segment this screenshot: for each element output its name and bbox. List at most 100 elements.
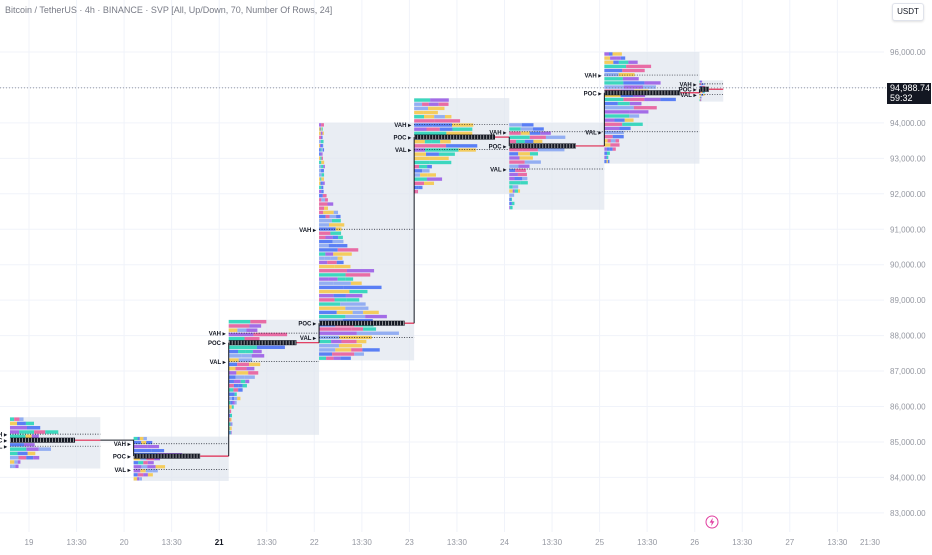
profile-bar <box>617 114 630 118</box>
profile-bar <box>426 177 443 181</box>
y-tick-label: 90,000.00 <box>890 261 926 270</box>
profile-bar <box>345 314 366 319</box>
profile-bar <box>320 181 323 185</box>
profile-bar <box>9 417 15 421</box>
profile-bar <box>320 135 322 140</box>
profile-bar <box>319 181 321 185</box>
lightning-icon[interactable] <box>705 515 719 529</box>
profile-bar <box>424 115 435 119</box>
profile-bar <box>623 85 643 89</box>
profile-bar <box>230 426 232 431</box>
profile-bar <box>441 148 459 152</box>
poc-bar <box>9 437 76 443</box>
profile-bar <box>319 269 347 273</box>
profile-bar <box>432 123 453 127</box>
profile-bar <box>319 235 326 240</box>
profile-bar <box>340 302 366 306</box>
grid <box>0 0 884 532</box>
profile-bar <box>509 181 521 185</box>
profile-bar <box>228 375 236 379</box>
profile-bar <box>520 131 530 135</box>
profile-bar <box>14 417 20 421</box>
profile-bar <box>230 430 232 435</box>
profile-bar <box>540 131 551 135</box>
profile-bar <box>438 102 449 106</box>
profile-bar <box>700 99 702 102</box>
profile-bar <box>446 144 478 148</box>
y-tick-label: 88,000.00 <box>890 332 926 341</box>
time-axis[interactable]: 19 13:30 20 13:30 21 13:30 22 13:30 23 13:30 24 13:… <box>25 538 881 547</box>
profile-bar <box>229 430 231 435</box>
profile-bar <box>139 477 142 481</box>
profile-bar <box>509 201 512 206</box>
profile-bar <box>155 465 166 469</box>
profile-bar <box>529 152 539 156</box>
profile-bar <box>614 118 625 122</box>
value-area-label: POC ▸ <box>113 455 132 461</box>
profile-bar <box>319 214 326 219</box>
profile-bar <box>141 440 147 445</box>
profile-bar <box>618 72 635 77</box>
profile-bar <box>17 460 21 464</box>
profile-bar <box>328 244 337 248</box>
profile-bar <box>332 352 341 356</box>
profile-bar <box>362 348 380 352</box>
profile-bar <box>26 426 41 430</box>
profile-bar <box>607 159 610 164</box>
price-axis[interactable]: 96,000.0095,000.0094,000.0093,000.0092,0… <box>890 48 926 518</box>
profile-bar <box>509 139 517 144</box>
profile-bar <box>644 81 661 85</box>
profile-bar <box>524 139 534 144</box>
x-tick-label: 23 <box>405 538 414 547</box>
profile-bar <box>438 152 455 156</box>
profile-bar <box>604 60 614 64</box>
profile-bar <box>320 177 322 181</box>
profile-bar <box>320 152 322 156</box>
profile-bar <box>414 123 433 127</box>
currency-button[interactable]: USDT <box>892 3 924 21</box>
profile-bar <box>414 177 427 181</box>
profile-bar <box>609 147 613 151</box>
profile-bar <box>240 379 246 384</box>
profile-bar <box>514 189 518 193</box>
y-tick-label: 93,000.00 <box>890 154 926 163</box>
profile-bar <box>628 60 638 64</box>
profile-bar <box>414 131 447 136</box>
profile-bar <box>604 122 623 126</box>
x-tick-label: 13:30 <box>447 538 468 547</box>
profile-bar <box>230 413 232 418</box>
profile-bar <box>699 80 701 83</box>
profile-bar <box>604 97 624 102</box>
profile-bar <box>229 426 231 431</box>
profile-bar <box>319 160 322 165</box>
profile-bar <box>237 328 247 332</box>
profile-bar <box>439 127 453 131</box>
profile-bar <box>228 366 236 371</box>
profile-bar <box>414 156 430 161</box>
profile-bar <box>231 422 233 426</box>
profile-bar <box>604 68 623 73</box>
profile-bar <box>147 444 160 449</box>
profile-bar <box>452 127 473 131</box>
profile-bar <box>629 110 649 114</box>
profile-bar <box>321 148 324 152</box>
profile-bar <box>249 362 261 367</box>
profile-bar <box>616 56 621 60</box>
profile-bar <box>319 148 321 152</box>
profile-bar <box>323 210 329 215</box>
profile-bar <box>319 264 335 269</box>
profile-bar <box>414 181 425 185</box>
value-area-lines <box>0 74 887 470</box>
profile-bar <box>434 119 461 123</box>
value-area-label: VAH ▸ <box>680 82 698 88</box>
profile-bar <box>521 123 534 127</box>
profile-bar <box>228 324 250 328</box>
profile-bar <box>320 127 322 131</box>
profile-bar <box>9 430 20 434</box>
profile-bar <box>604 130 613 135</box>
profile-bar <box>604 126 620 131</box>
profile-bar <box>245 379 250 384</box>
profile-bar <box>250 319 267 324</box>
